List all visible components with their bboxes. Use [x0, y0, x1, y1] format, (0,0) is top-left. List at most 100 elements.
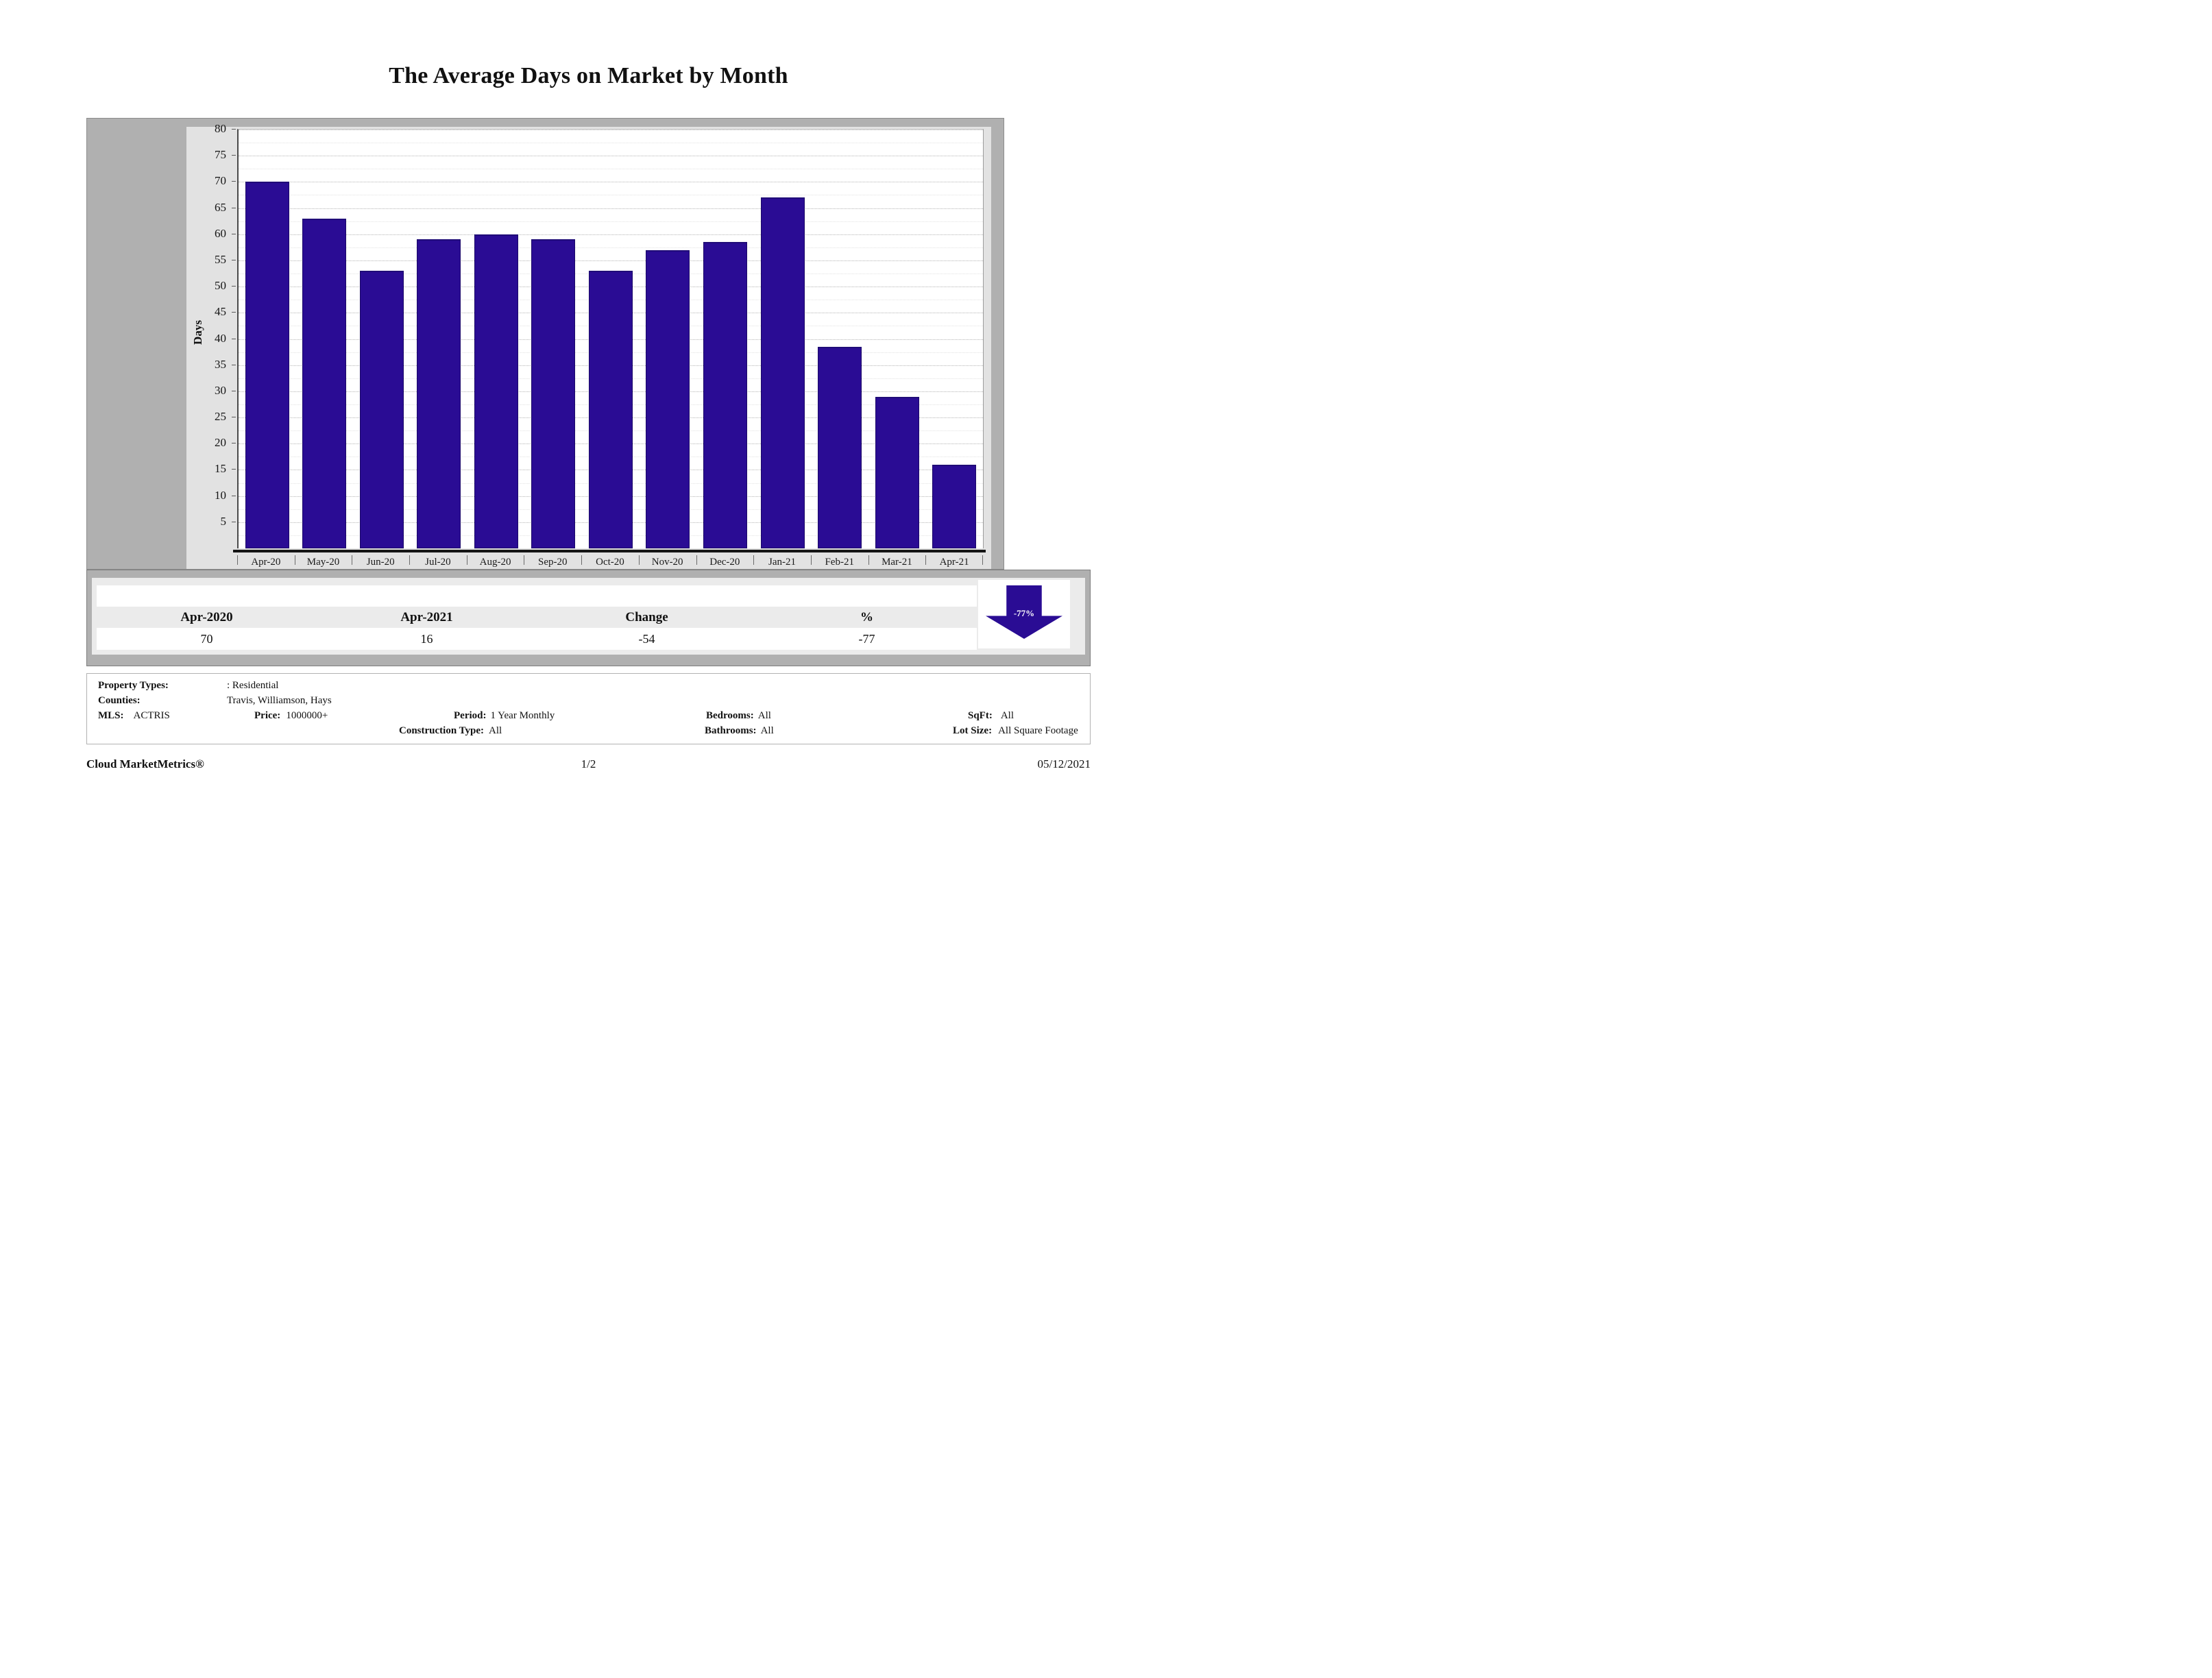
chart-panel: Days 5 10 15 20 25 30 35 40 45 50 55 60 65 70 75 80 Apr… [186, 122, 991, 571]
bathrooms-field: Bathrooms: All [705, 725, 774, 736]
x-tick-label: Jan-21 [753, 555, 811, 571]
summary-value: 70 [200, 631, 213, 646]
summary-header-row: Apr-2020 Apr-2021 Change % [97, 607, 977, 628]
bar-slot [582, 130, 640, 548]
x-axis-labels: Apr-20 May-20 Jun-20 Jul-20 Aug-20 Sep-20 Oct-… [237, 555, 983, 571]
y-tick-label: 60 [215, 226, 226, 240]
y-tick-label: 50 [215, 279, 226, 293]
chart-outer-band: Days 5 10 15 20 25 30 35 40 45 50 55 60 65 70 75 80 Apr… [86, 118, 1004, 570]
bar-Mar-21 [875, 396, 919, 548]
period-field: Period: 1 Year Monthly [454, 710, 555, 721]
bar-Jun-20 [359, 271, 404, 548]
mls-field: MLS: ACTRIS [98, 710, 170, 721]
summary-band: Apr-2020 Apr-2021 Change % 70 16 -54 -77… [86, 570, 1091, 666]
x-tick-label: May-20 [294, 555, 352, 571]
down-arrow-icon: -77% [986, 585, 1062, 639]
minor-gridline [239, 221, 983, 222]
price-field: Price: 1000000+ [254, 710, 328, 721]
bar-slot [296, 130, 354, 548]
x-tick-label: Jun-20 [352, 555, 409, 571]
bar-Nov-20 [646, 250, 690, 548]
bar-slot [696, 130, 754, 548]
y-tick-mark [232, 469, 236, 470]
gridline [239, 260, 983, 261]
y-tick-mark [232, 286, 236, 287]
summary-col-header: % [860, 609, 873, 624]
bar-Feb-21 [818, 346, 862, 548]
y-tick-label: 65 [215, 200, 226, 214]
bar-slot [411, 130, 468, 548]
bar-Jul-20 [417, 239, 461, 548]
bar-Apr-21 [932, 464, 977, 548]
summary-col-header: Apr-2021 [400, 609, 453, 624]
page-number: 1/2 [581, 757, 596, 770]
bar-slot [353, 130, 411, 548]
y-tick-mark [232, 155, 236, 156]
counties-value: Travis, Williamson, Hays [227, 695, 332, 706]
y-tick-label: 75 [215, 148, 226, 162]
bar-Apr-20 [245, 182, 289, 548]
y-tick-label: 55 [215, 252, 226, 266]
x-axis-line [233, 550, 986, 552]
x-tick-label: Oct-20 [581, 555, 639, 571]
report-date: 05/12/2021 [1037, 757, 1091, 770]
bar-slot [925, 130, 983, 548]
y-tick-label: 70 [215, 174, 226, 188]
x-tick-label: Jul-20 [409, 555, 467, 571]
property-types-value: : Residential [227, 680, 279, 691]
summary-value: -77 [858, 631, 875, 646]
bars [239, 130, 983, 548]
summary-value-row: 70 16 -54 -77 [97, 628, 977, 650]
report-page: The Average Days on Market by Month Days… [0, 0, 1106, 839]
y-tick-label: 40 [215, 331, 226, 345]
y-tick-label: 20 [215, 436, 226, 450]
y-tick-mark [232, 181, 236, 182]
y-tick-label: 10 [215, 488, 226, 502]
summary-col-header: Apr-2020 [180, 609, 233, 624]
brand-name: Cloud MarketMetrics® [86, 757, 204, 770]
page-title: The Average Days on Market by Month [389, 63, 788, 88]
sqft-field: SqFt: All [968, 710, 1014, 721]
x-tick-label: Apr-20 [237, 555, 295, 571]
y-tick-label: 5 [220, 514, 227, 528]
x-tick-label: Dec-20 [696, 555, 754, 571]
bar-slot [640, 130, 697, 548]
x-tick-label: Nov-20 [638, 555, 696, 571]
bar-Oct-20 [588, 271, 633, 548]
y-tick-mark [232, 312, 236, 313]
y-tick-label: 45 [215, 305, 226, 319]
summary-value: 16 [420, 631, 433, 646]
summary-value: -54 [638, 631, 655, 646]
y-tick-mark [232, 129, 236, 130]
y-tick-label: 35 [215, 357, 226, 371]
y-tick-label: 30 [215, 383, 226, 397]
bedrooms-field: Bedrooms: All [706, 710, 771, 721]
y-axis-ticks: 5 10 15 20 25 30 35 40 45 50 55 60 65 70 75 80 [186, 122, 237, 548]
bar-slot [467, 130, 525, 548]
page-footer: Cloud MarketMetrics® 1/2 05/12/2021 [0, 757, 1106, 774]
x-tick-label: Aug-20 [466, 555, 524, 571]
summary-empty-row [97, 585, 977, 607]
bar-slot [811, 130, 868, 548]
bar-Aug-20 [474, 234, 518, 548]
bar-Dec-20 [703, 242, 748, 548]
bar-slot [239, 130, 296, 548]
bar-slot [868, 130, 926, 548]
bar-slot [754, 130, 812, 548]
bar-Jan-21 [760, 197, 805, 548]
y-tick-label: 80 [215, 122, 226, 135]
property-types-label: Property Types: [98, 680, 169, 691]
change-indicator-box: -77% [978, 580, 1070, 648]
gridline [239, 208, 983, 209]
y-tick-label: 15 [215, 462, 226, 476]
minor-gridline [239, 247, 983, 248]
gridline [239, 234, 983, 235]
bar-Sep-20 [531, 239, 576, 548]
x-tick-label: Sep-20 [524, 555, 581, 571]
x-tick-label: Feb-21 [810, 555, 868, 571]
summary-panel: Apr-2020 Apr-2021 Change % 70 16 -54 -77… [92, 578, 1085, 655]
filter-parameters-box: Property Types: : Residential Counties: … [86, 673, 1091, 744]
lot-size-field: Lot Size: All Square Footage [953, 725, 1078, 736]
counties-label: Counties: [98, 695, 141, 706]
plot-area [237, 129, 984, 548]
